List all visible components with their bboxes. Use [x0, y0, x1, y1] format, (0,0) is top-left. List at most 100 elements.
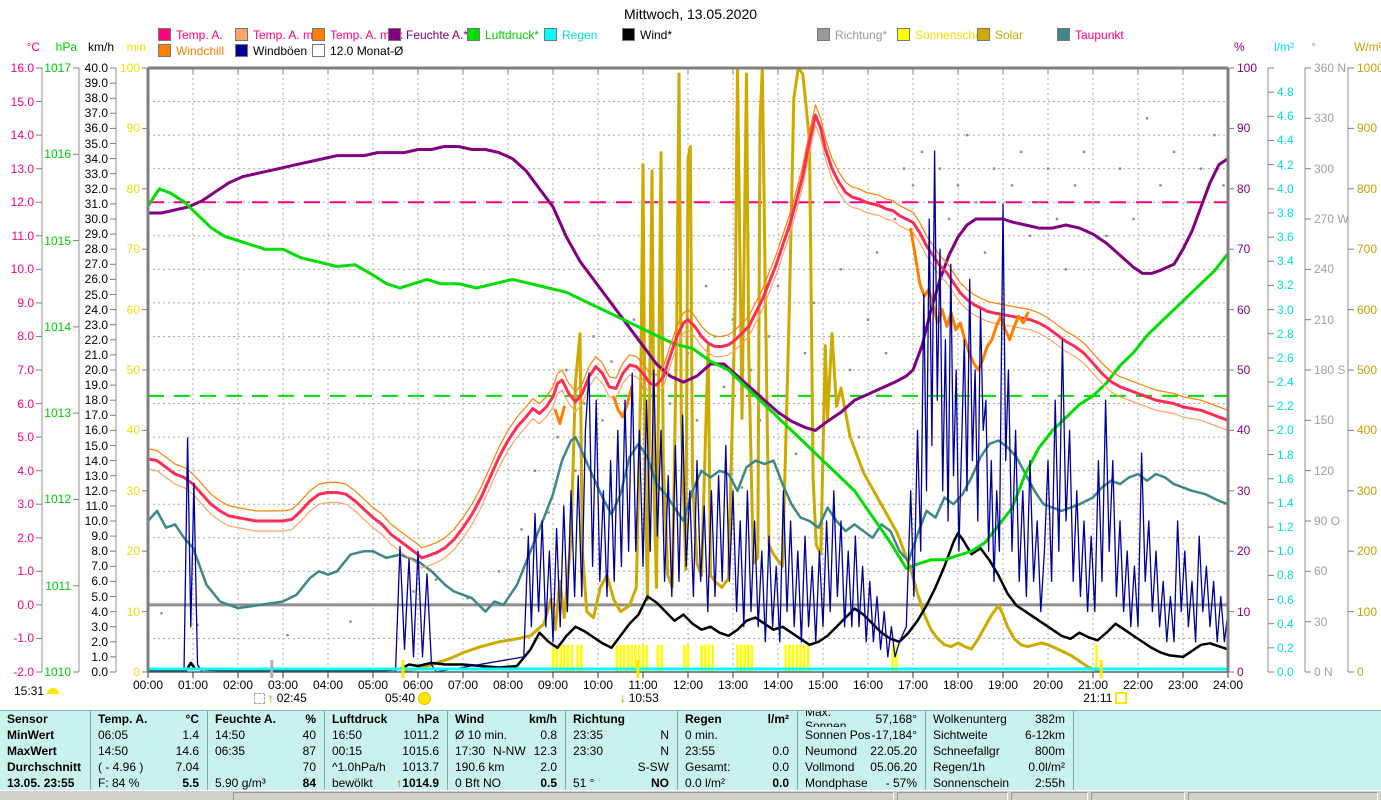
stats-col-temp-a-: Temp. A. °C 06:05 1.4 14:50 14.6 ( - 4.96 ) 7.0…: [90, 711, 207, 791]
axis-tick-label-wm2: 400: [1357, 423, 1378, 438]
legend-label: 12.0 Monat-Ø: [330, 43, 404, 58]
legend-label: Temp. A.: [176, 27, 223, 42]
x-axis-label: 18:00: [942, 678, 974, 692]
axis-tick-label-lm2: 4.4: [1277, 133, 1294, 148]
axis-tick-label-kmh: 8.0: [91, 544, 108, 559]
axis-tick-label-lm2: 4.8: [1277, 85, 1294, 100]
x-axis-label: 16:00: [852, 678, 884, 692]
axis-tick-label-temp: 14.0: [10, 128, 34, 143]
axis-header-hpa: hPa: [55, 40, 77, 54]
axis-tick-label-temp: 9.0: [17, 295, 34, 310]
axis-tick-label-deg: 360 N: [1314, 61, 1347, 75]
status-bar-segment: [233, 792, 894, 800]
x-axis-label: 20:00: [1032, 678, 1064, 692]
axis-tick-label-hpa: 1011: [45, 578, 71, 593]
info-cell: Sonnenschein 2:55h: [933, 776, 1065, 790]
legend-swatch: [235, 44, 248, 57]
legend-item-windb-en: Windböen: [235, 44, 307, 58]
marker-time: 15:31: [14, 684, 45, 698]
x-axis-label: 14:00: [762, 678, 794, 692]
axis-tick-label-kmh: 40.0: [84, 61, 108, 75]
axis-tick-label-temp: 6.0: [17, 396, 34, 411]
status-bar: [0, 790, 1381, 800]
axis-tick-label-wm2: 100: [1357, 604, 1378, 619]
legend-label: Windchill: [176, 43, 225, 58]
stat-header: Regen l/m²: [685, 712, 789, 726]
axis-tick-label-deg: 90 O: [1314, 514, 1341, 528]
axis-tick-label-temp: 1.0: [17, 564, 34, 579]
axis-tick-label-hpa: 1015: [44, 233, 71, 248]
axis-tick-label-lm2: 2.8: [1277, 326, 1294, 341]
axis-tick-label-lm2: 4.0: [1277, 181, 1294, 196]
legend-item-feuchte-a-: Feuchte A.*: [388, 28, 468, 42]
legend-swatch: [312, 44, 325, 57]
axis-tick-label-pct: 30: [1237, 483, 1251, 498]
legend-swatch: [897, 28, 910, 41]
axis-tick-label-kmh: 38.0: [84, 91, 108, 106]
marker-moonrise: ↑ 02:45: [253, 691, 307, 705]
x-axis-label: 06:00: [402, 678, 434, 692]
axis-tick-label-kmh: 13.0: [84, 468, 108, 483]
up-arrow-icon: ↑: [267, 691, 274, 705]
stat-cell: 17:30 N-NW 12.3: [455, 744, 557, 758]
stat-header: Richtung: [573, 712, 625, 726]
marker-sun: 05:40: [385, 691, 432, 705]
sunset-square-icon: [1115, 692, 1128, 704]
axis-tick-label-kmh: 11.0: [85, 498, 108, 513]
axis-tick-label-kmh: 9.0: [91, 529, 108, 544]
axis-tick-label-deg: 30: [1314, 614, 1328, 629]
axis-tick-label-deg: 270 W: [1314, 212, 1349, 226]
axis-header-pct: %: [1234, 40, 1245, 54]
legend-label: Richtung*: [835, 27, 888, 42]
stat-row-label: Durchschnitt: [7, 760, 82, 774]
stat-cell: 51 ° NO: [573, 776, 669, 790]
axis-tick-label-hpa: 1010: [44, 665, 71, 679]
legend-swatch: [1057, 28, 1070, 41]
axis-tick-label-sunmin: 20: [126, 544, 140, 559]
axis-tick-label-lm2: 3.4: [1277, 254, 1294, 269]
legend-item-windchill: Windchill: [158, 43, 225, 58]
axis-tick-label-pct: 80: [1237, 181, 1251, 196]
stat-cell: 5.90 g/m³ 84: [215, 776, 316, 790]
info-cell: Schneefallgr 800m: [933, 744, 1065, 758]
legend-item-richtung-: Richtung*: [817, 27, 888, 42]
x-axis-label: 13:00: [717, 678, 749, 692]
axis-tick-label-temp: 15.0: [10, 94, 34, 109]
axis-tick-label-deg: 60: [1314, 564, 1328, 579]
axis-tick-label-deg: 240: [1314, 262, 1335, 277]
axis-tick-label-wm2: 200: [1357, 544, 1378, 559]
axis-tick-label-wm2: 900: [1357, 121, 1378, 136]
axis-tick-label-kmh: 26.0: [84, 272, 108, 287]
stats-col-richtung: Richtung 23:35 N 23:30 N S-SW 51 ° NO: [565, 711, 677, 791]
axis-tick-label-temp: 12.0: [10, 195, 34, 210]
axis-tick-label-wm2: 0: [1357, 665, 1364, 679]
stat-cell: F: 84 % 5.5: [98, 776, 199, 790]
axis-tick-label-kmh: 33.0: [84, 166, 108, 181]
x-axis-label: 15:00: [807, 678, 839, 692]
stat-row-label: MaxWert: [7, 744, 57, 758]
axis-tick-label-kmh: 7.0: [91, 559, 108, 574]
info-cell: Max. Sonnen 57,168°: [805, 711, 917, 727]
axis-tick-label-sunmin: 100: [119, 61, 140, 75]
marker-time: 02:45: [276, 691, 307, 705]
axis-tick-label-kmh: 10.0: [84, 514, 108, 528]
stats-info-col-1: Max. Sonnen 57,168° Sonnen Pos -17,184° Neum…: [797, 711, 925, 791]
axis-tick-label-lm2: 1.6: [1277, 471, 1294, 486]
stat-cell: Ø 10 min. 0.8: [455, 728, 557, 742]
stat-cell: 0.0 l/m² 0.0: [685, 776, 789, 790]
stat-cell: 23:55 0.0: [685, 744, 789, 758]
legend-swatch: [817, 28, 830, 41]
stat-cell: 0 Bft NO 0.5: [455, 776, 557, 790]
stat-header: Temp. A. °C: [98, 712, 199, 726]
stat-cell: S-SW: [637, 760, 669, 774]
axis-tick-label-lm2: 3.8: [1277, 205, 1294, 220]
axis-tick-label-kmh: 18.0: [84, 393, 108, 408]
legend-label: Taupunkt: [1075, 27, 1124, 42]
axis-tick-label-temp: 8.0: [17, 329, 34, 344]
legend-item-temp-a-: Temp. A.: [158, 27, 223, 42]
axis-tick-label-pct: 10: [1237, 604, 1251, 619]
axis-tick-label-deg: 0 N: [1314, 665, 1333, 679]
axis-tick-label-kmh: 23.0: [84, 317, 108, 332]
axis-tick-label-pct: 70: [1237, 242, 1251, 257]
